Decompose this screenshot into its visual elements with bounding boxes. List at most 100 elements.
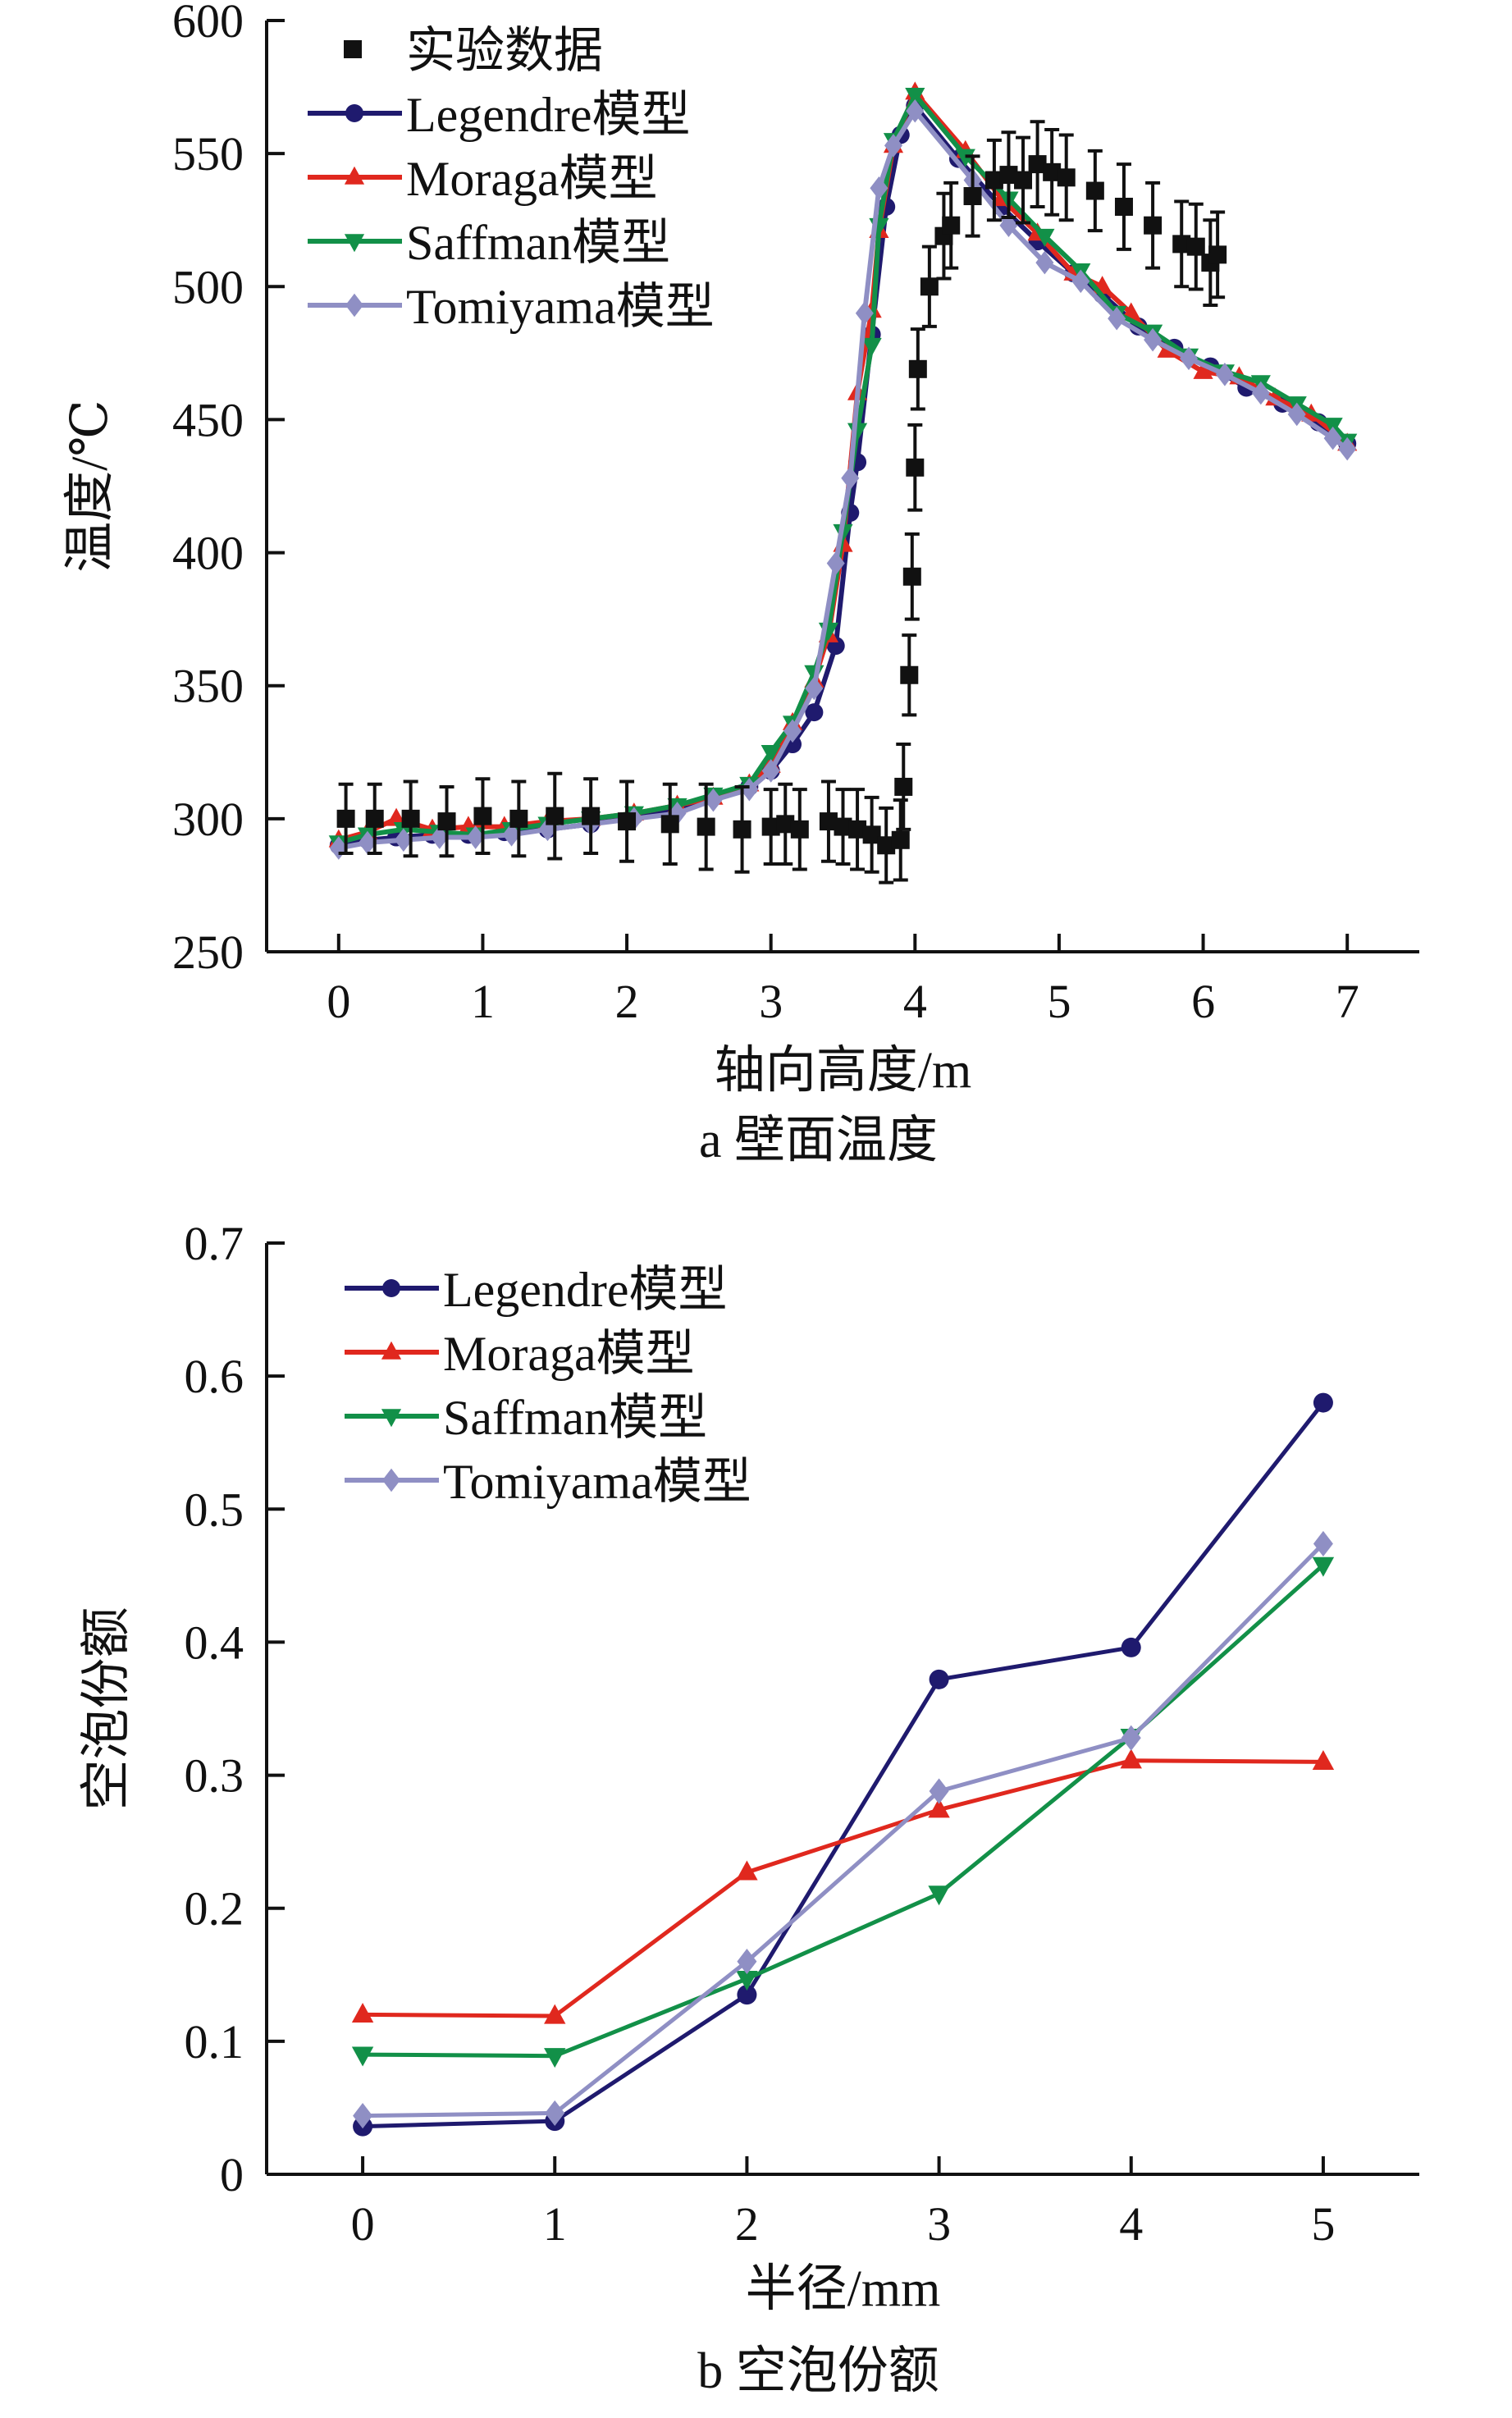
x-axis-title: 半径/mm xyxy=(746,2261,941,2317)
data-point xyxy=(894,777,913,796)
data-point xyxy=(902,567,921,586)
legend-marker xyxy=(344,166,365,185)
y-tick-label: 0.7 xyxy=(185,1217,244,1270)
legend-label: Legendre模型 xyxy=(443,1263,728,1317)
data-point xyxy=(386,807,407,826)
legend-label: Moraga模型 xyxy=(406,152,658,206)
legend-marker xyxy=(345,293,363,318)
y-tick-label: 0.6 xyxy=(185,1350,244,1403)
y-tick-label: 0 xyxy=(220,2148,244,2201)
data-point xyxy=(906,458,925,477)
x-tick-label: 4 xyxy=(903,975,927,1028)
legend: Legendre模型 Moraga模型 Saffman模型 Tomiyama模型 xyxy=(345,1263,751,1509)
data-point xyxy=(920,277,939,296)
data-point xyxy=(928,1798,950,1818)
data-point xyxy=(1057,168,1076,187)
data-point xyxy=(805,703,824,722)
data-point xyxy=(437,812,456,831)
data-point xyxy=(1180,346,1198,371)
data-point xyxy=(737,1948,757,1975)
series-line xyxy=(363,1563,1325,2059)
data-point xyxy=(847,423,868,441)
data-point xyxy=(1144,327,1163,352)
data-point xyxy=(1313,1392,1333,1413)
legend: 实验数据 Legendre模型 Moraga模型 Saffman模型 Tomiyama模… xyxy=(308,24,715,334)
data-point xyxy=(862,825,881,844)
data-point xyxy=(942,216,961,235)
legend-marker xyxy=(381,1341,402,1360)
data-point xyxy=(1208,245,1227,264)
data-point xyxy=(761,759,780,783)
series-tomiyama xyxy=(353,1530,1333,2129)
figure-caption: a 壁面温度 xyxy=(699,1113,938,1168)
data-point xyxy=(1312,1749,1335,1770)
y-tick-label: 400 xyxy=(172,527,244,580)
data-point xyxy=(861,337,882,356)
data-point xyxy=(929,1669,949,1689)
x-tick-label: 1 xyxy=(543,2197,567,2251)
data-point xyxy=(736,1860,758,1881)
legend-label: Tomiyama模型 xyxy=(406,280,715,334)
data-point xyxy=(1114,198,1133,216)
data-point xyxy=(761,744,781,763)
data-point xyxy=(736,1971,758,1991)
data-point xyxy=(1338,437,1357,461)
data-point xyxy=(394,828,413,852)
data-point xyxy=(1108,306,1126,331)
data-point xyxy=(353,2103,373,2129)
x-tick-label: 0 xyxy=(327,975,350,1028)
data-point xyxy=(351,2003,374,2023)
data-point xyxy=(905,88,925,106)
series-line xyxy=(363,1542,1325,2119)
data-point xyxy=(900,665,919,684)
data-point xyxy=(884,134,902,158)
y-tick-label: 550 xyxy=(172,127,244,181)
data-point xyxy=(544,2004,566,2024)
y-tick-label: 0.3 xyxy=(185,1749,244,1803)
data-point xyxy=(870,176,888,200)
data-point xyxy=(1323,426,1342,450)
y-tick-label: 0.4 xyxy=(185,1616,244,1669)
data-point xyxy=(1121,1725,1141,1751)
x-tick-label: 5 xyxy=(1311,2197,1335,2251)
data-point xyxy=(582,807,601,825)
data-point xyxy=(1035,250,1054,275)
data-point xyxy=(660,815,679,834)
data-point xyxy=(1186,237,1205,256)
data-point xyxy=(704,788,723,812)
data-point xyxy=(848,820,867,839)
series-line xyxy=(363,1758,1323,2018)
x-tick-label: 4 xyxy=(1119,2197,1143,2251)
data-point xyxy=(1071,269,1090,294)
data-point xyxy=(430,825,449,849)
data-point xyxy=(545,2100,565,2127)
data-point xyxy=(776,815,795,834)
x-tick-label: 3 xyxy=(759,975,783,1028)
data-point xyxy=(906,98,925,123)
y-tick-label: 250 xyxy=(172,926,244,979)
data-point xyxy=(1121,1637,1141,1657)
data-point xyxy=(336,809,355,828)
data-point xyxy=(1172,235,1191,254)
legend-marker xyxy=(382,1279,400,1297)
y-tick-label: 600 xyxy=(172,0,244,48)
data-point xyxy=(805,676,824,701)
data-point xyxy=(1215,363,1234,386)
data-point xyxy=(963,187,982,206)
data-point xyxy=(1287,402,1306,427)
data-point xyxy=(891,830,910,849)
series-legendre xyxy=(329,96,1357,855)
data-point xyxy=(1014,171,1033,190)
data-point xyxy=(999,166,1018,185)
legend-marker xyxy=(344,234,365,253)
y-tick-label: 500 xyxy=(172,260,244,313)
data-point xyxy=(401,809,420,828)
data-point xyxy=(955,149,975,167)
legend-label: 实验数据 xyxy=(406,24,603,78)
legend-label: Legendre模型 xyxy=(406,88,691,142)
data-point xyxy=(618,812,637,831)
x-tick-label: 2 xyxy=(735,2197,759,2251)
data-point xyxy=(790,820,809,839)
data-point xyxy=(733,820,751,839)
